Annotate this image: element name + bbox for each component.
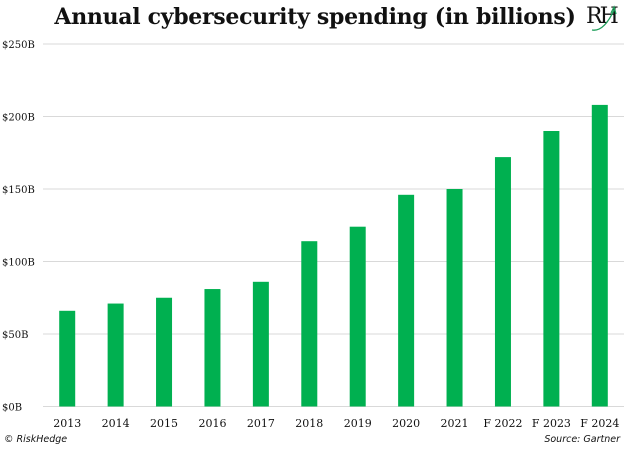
x-tick-label: F 2022 [483, 417, 522, 430]
x-tick-label: 2015 [150, 417, 178, 430]
bar-2015 [156, 297, 173, 407]
gridlines [43, 43, 624, 407]
copyright-label: © RiskHedge [4, 434, 68, 445]
y-tick-label: $0B [2, 403, 22, 414]
bar-f-2022 [494, 157, 511, 407]
bars [59, 104, 608, 407]
bar-f-2023 [543, 131, 560, 407]
x-tick-label: 2019 [344, 417, 372, 430]
bar-f-2024 [591, 104, 608, 407]
arrow-up-icon [591, 5, 617, 31]
bar-2020 [398, 194, 415, 407]
y-tick-label: $150B [2, 185, 35, 196]
y-tick-label: $200B [2, 113, 35, 124]
x-tick-label: 2016 [198, 417, 226, 430]
x-tick-label: 2014 [102, 417, 130, 430]
x-tick-label: 2021 [441, 417, 469, 430]
x-tick-label: 2017 [247, 417, 275, 430]
y-tick-label: $50B [2, 330, 28, 341]
x-tick-label: 2018 [295, 417, 323, 430]
x-tick-label: F 2023 [532, 417, 571, 430]
bar-2021 [446, 189, 463, 407]
bar-2018 [301, 241, 318, 407]
bar-2016 [204, 289, 221, 407]
x-tick-label: F 2024 [580, 417, 619, 430]
bar-2019 [349, 226, 366, 407]
riskhedge-logo: RH [586, 4, 626, 34]
x-axis-ticks: 2013 2014 2015 2016 2017 2018 2019 2020 2021 F 20… [53, 417, 619, 430]
y-axis-ticks: $0B $50B $100B $150B $200B $250B [2, 40, 35, 414]
y-tick-label: $250B [2, 40, 35, 51]
source-label: Source: Gartner [544, 434, 620, 445]
bar-2014 [107, 303, 124, 407]
bar-2017 [252, 281, 269, 407]
x-tick-label: 2020 [392, 417, 420, 430]
bar-2013 [59, 310, 76, 407]
y-tick-label: $100B [2, 258, 35, 269]
x-tick-label: 2013 [53, 417, 81, 430]
chart-title: Annual cybersecurity spending (in billio… [54, 4, 576, 30]
